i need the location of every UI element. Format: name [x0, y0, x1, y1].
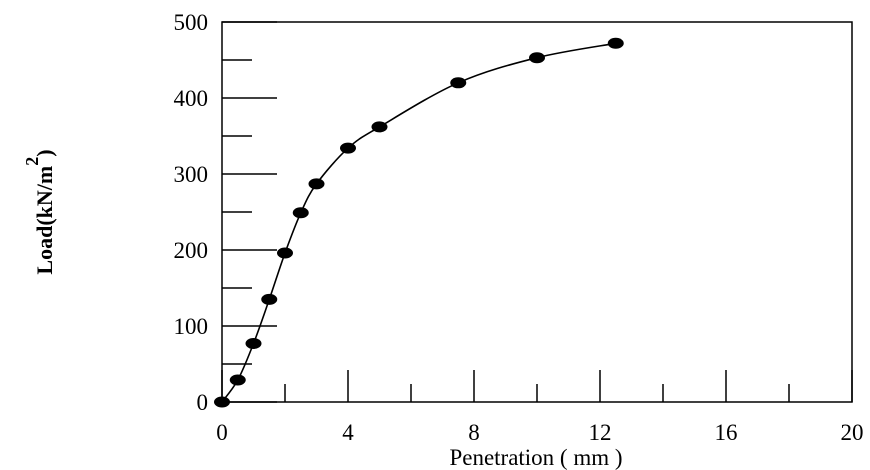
y-axis-title-close: )	[32, 149, 57, 156]
y-tick-label: 300	[174, 162, 209, 187]
x-tick-label: 12	[589, 420, 612, 445]
curve-layer	[221, 42, 616, 403]
y-axis-title: Load(kN/m2)	[22, 149, 57, 274]
y-axis-title-superscript: 2	[22, 157, 42, 166]
y-tick-label: 400	[174, 86, 209, 111]
x-tick-label: 4	[342, 420, 354, 445]
point-layer	[214, 37, 624, 408]
x-tick-label: 0	[216, 420, 228, 445]
plot-border	[221, 21, 853, 403]
axis-ticks	[221, 21, 853, 403]
svg-text:Load(kN/m2): Load(kN/m2)	[22, 149, 57, 274]
data-point	[214, 396, 230, 408]
data-point	[607, 37, 624, 49]
data-point	[529, 52, 545, 64]
y-tick-label: 100	[174, 314, 209, 339]
data-point	[229, 374, 246, 386]
data-point	[340, 142, 356, 154]
x-tick-label: 8	[468, 420, 480, 445]
data-point	[277, 247, 293, 259]
data-point	[261, 293, 278, 305]
data-point	[371, 121, 388, 133]
y-tick-label: 200	[174, 238, 209, 263]
tick-labels: 0 100 200 300 400 500 0 4 8 12 16 20	[174, 10, 864, 445]
data-point	[450, 77, 467, 89]
x-tick-label: 20	[841, 420, 864, 445]
y-tick-label: 500	[174, 10, 209, 35]
data-point	[292, 207, 309, 219]
data-point	[245, 337, 262, 349]
data-point	[308, 178, 325, 190]
series-line	[221, 42, 616, 403]
y-axis-title-text: Load(kN/m	[32, 166, 57, 275]
y-tick-label: 0	[197, 390, 209, 415]
x-tick-label: 16	[715, 420, 738, 445]
plot-frame	[221, 21, 853, 403]
x-axis-title: Penetration ( mm )	[449, 445, 622, 470]
